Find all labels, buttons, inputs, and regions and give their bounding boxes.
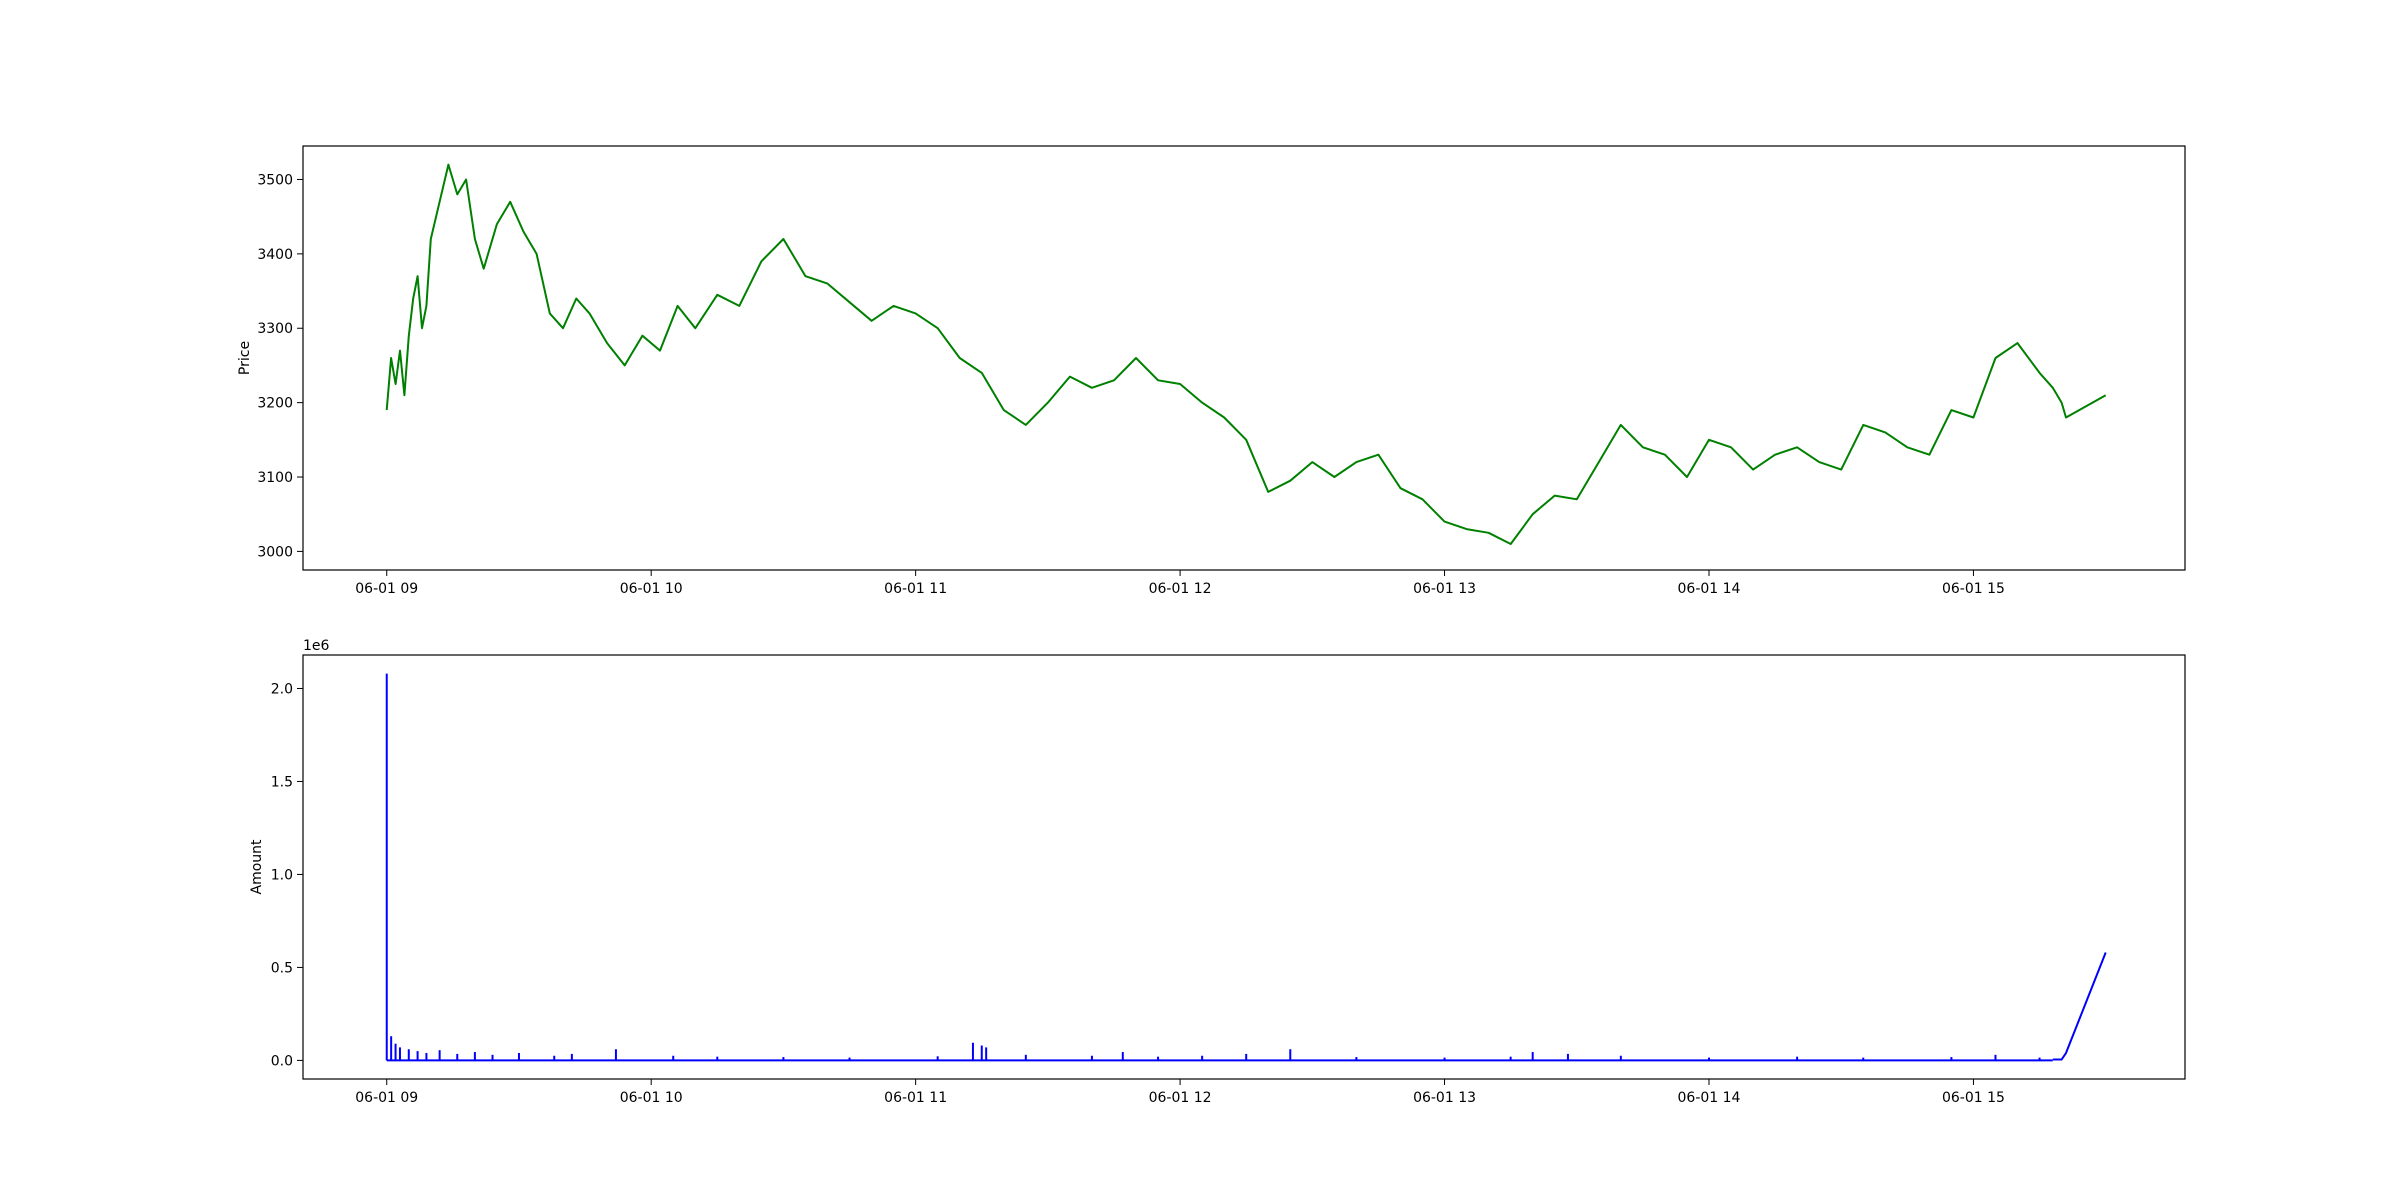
x-tick-label: 06-01 14 <box>1678 581 1741 597</box>
y-tick-label: 2.0 <box>271 681 293 697</box>
x-tick-label: 06-01 11 <box>884 581 947 597</box>
amount-y-axis-label: Amount <box>249 839 265 895</box>
price-y-ticks: 3000 3100 3200 3300 3400 3500 <box>257 172 303 560</box>
price-axes-frame <box>302 145 2186 571</box>
y-tick-label: 3300 <box>257 321 293 337</box>
x-tick-label: 06-01 14 <box>1678 1090 1741 1106</box>
amount-plot-area <box>385 673 2107 1062</box>
price-plot-area <box>385 163 2107 545</box>
price-y-axis-label: Price <box>237 341 253 375</box>
x-tick-label: 06-01 11 <box>884 1090 947 1106</box>
y-tick-label: 3000 <box>257 544 293 560</box>
x-tick-label: 06-01 15 <box>1942 1090 2005 1106</box>
price-series-line <box>385 163 2107 545</box>
x-tick-label: 06-01 12 <box>1149 1090 1212 1106</box>
price-x-ticks: 06-01 09 06-01 10 06-01 11 06-01 12 06-01 13… <box>355 570 2005 597</box>
amount-panel: 0.0 0.5 1.0 1.5 2.0 06-01 09 06-01 10 06-01 11… <box>249 638 2186 1106</box>
x-tick-label: 06-01 13 <box>1413 1090 1476 1106</box>
amount-tail-line <box>2052 952 2107 1061</box>
x-tick-label: 06-01 10 <box>620 1090 683 1106</box>
y-tick-label: 0.0 <box>271 1053 293 1069</box>
y-tick-label: 1.0 <box>271 867 293 883</box>
y-tick-label: 3100 <box>257 470 293 486</box>
y-tick-label: 1.5 <box>271 774 293 790</box>
amount-y-ticks: 0.0 0.5 1.0 1.5 2.0 <box>271 681 303 1069</box>
y-tick-label: 3200 <box>257 396 293 412</box>
x-tick-label: 06-01 09 <box>355 1090 418 1106</box>
y-tick-label: 3500 <box>257 172 293 188</box>
amount-axes-frame <box>302 654 2186 1080</box>
price-panel: 3000 3100 3200 3300 3400 3500 06-01 09 06-01 1… <box>237 145 2186 597</box>
y-tick-label: 3400 <box>257 247 293 263</box>
x-tick-label: 06-01 13 <box>1413 581 1476 597</box>
y-tick-label: 0.5 <box>271 960 293 976</box>
x-tick-label: 06-01 15 <box>1942 581 2005 597</box>
x-tick-label: 06-01 09 <box>355 581 418 597</box>
x-tick-label: 06-01 10 <box>620 581 683 597</box>
amount-offset-text: 1e6 <box>303 638 330 654</box>
x-tick-label: 06-01 12 <box>1149 581 1212 597</box>
amount-x-ticks: 06-01 09 06-01 10 06-01 11 06-01 12 06-01 13… <box>355 1079 2005 1106</box>
